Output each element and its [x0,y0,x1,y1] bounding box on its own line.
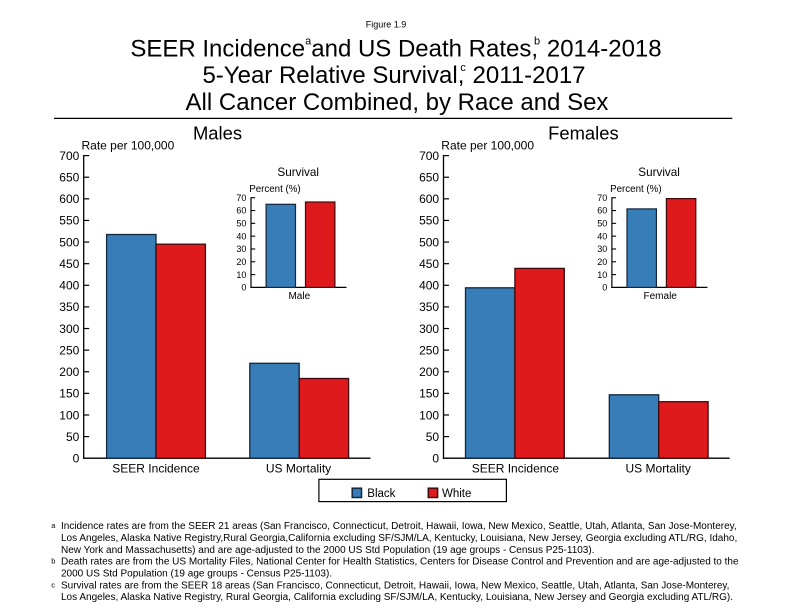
svg-text:2000 US Std Population (19 age: 2000 US Std Population (19 age groups - … [61,569,332,580]
svg-text:Figure 1.9: Figure 1.9 [366,20,407,30]
svg-text:Female: Female [644,291,678,302]
svg-text:300: 300 [419,322,439,336]
svg-text:US Mortality: US Mortality [626,462,691,476]
svg-text:550: 550 [419,214,439,228]
svg-text:SEER Incidence: SEER Incidence [472,462,560,476]
svg-text:0: 0 [73,452,80,466]
svg-text:250: 250 [59,343,79,357]
svg-text:350: 350 [419,300,439,314]
svg-text:10: 10 [597,270,607,280]
svg-text:40: 40 [597,231,607,241]
svg-text:Los Angeles, Alaska Native Reg: Los Angeles, Alaska Native Registry,Rura… [61,533,737,544]
svg-text:450: 450 [419,257,439,271]
svg-text:100: 100 [59,408,79,422]
svg-text:150: 150 [419,387,439,401]
svg-text:Rate per 100,000: Rate per 100,000 [82,139,175,153]
svg-text:200: 200 [59,365,79,379]
svg-text:c: c [51,580,55,589]
svg-text:Los Angeles, Alaska Native Reg: Los Angeles, Alaska Native Registry, Rur… [61,592,733,603]
svg-text:700: 700 [59,149,79,163]
svg-text:350: 350 [59,300,79,314]
svg-text:Percent (%): Percent (%) [249,184,300,195]
svg-text:650: 650 [419,171,439,185]
svg-text:400: 400 [59,279,79,293]
svg-text:100: 100 [419,408,439,422]
svg-text:450: 450 [59,257,79,271]
svg-text:Black: Black [367,488,395,500]
svg-text:650: 650 [59,171,79,185]
svg-text:SEER Incidence: SEER Incidence [112,462,200,476]
svg-text:600: 600 [419,192,439,206]
svg-text:50: 50 [426,430,440,444]
svg-text:70: 70 [597,193,607,203]
svg-text:50: 50 [597,219,607,229]
svg-text:500: 500 [419,235,439,249]
svg-text:70: 70 [236,193,246,203]
svg-text:Death rates are from the US Mo: Death rates are from the US Mortality Fi… [61,557,739,568]
svg-text:5-Year Relative Survival,c 201: 5-Year Relative Survival,c 2011-2017 [202,62,585,89]
svg-text:60: 60 [597,206,607,216]
svg-text:150: 150 [59,387,79,401]
svg-text:200: 200 [419,365,439,379]
svg-text:SEER Incidenceaand US Death Ra: SEER Incidenceaand US Death Rates,b 2014… [130,36,661,63]
svg-text:Females: Females [548,122,619,143]
svg-text:50: 50 [236,219,246,229]
svg-text:30: 30 [236,244,246,254]
svg-text:New York and Massachusetts) an: New York and Massachusetts) and are age-… [61,545,594,556]
svg-text:Rate per 100,000: Rate per 100,000 [441,139,534,153]
svg-text:600: 600 [59,192,79,206]
svg-text:Males: Males [193,122,242,143]
svg-text:Male: Male [288,291,310,302]
svg-text:20: 20 [236,257,246,267]
svg-text:0: 0 [241,283,246,293]
svg-text:500: 500 [59,235,79,249]
svg-text:10: 10 [236,270,246,280]
svg-text:a: a [51,521,56,530]
svg-text:30: 30 [597,244,607,254]
svg-text:Survival rates are from the SE: Survival rates are from the SEER 18 area… [61,580,729,591]
svg-text:All Cancer Combined, by Race a: All Cancer Combined, by Race and Sex [186,89,609,116]
svg-text:White: White [442,488,471,500]
svg-text:300: 300 [59,322,79,336]
svg-text:Percent (%): Percent (%) [610,184,661,195]
svg-text:60: 60 [236,206,246,216]
svg-text:Incidence rates are from the S: Incidence rates are from the SEER 21 are… [61,521,737,532]
svg-text:Survival: Survival [638,166,680,179]
svg-text:20: 20 [597,257,607,267]
svg-text:40: 40 [236,231,246,241]
svg-text:400: 400 [419,279,439,293]
svg-text:US Mortality: US Mortality [266,462,331,476]
svg-text:Survival: Survival [277,166,319,179]
svg-text:b: b [51,557,55,566]
svg-text:0: 0 [602,283,607,293]
svg-text:250: 250 [419,343,439,357]
svg-text:550: 550 [59,214,79,228]
svg-text:700: 700 [419,149,439,163]
svg-text:50: 50 [66,430,80,444]
svg-text:0: 0 [432,452,439,466]
